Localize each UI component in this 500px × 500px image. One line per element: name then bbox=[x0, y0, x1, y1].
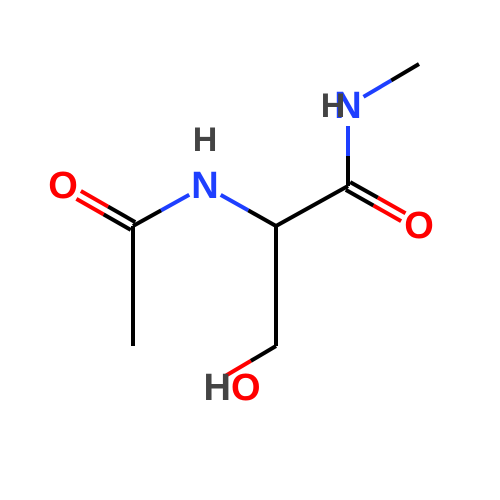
atom-label: H bbox=[321, 87, 346, 125]
atom-label: H bbox=[193, 121, 218, 159]
atom-label: HO bbox=[203, 367, 260, 409]
atom-label: N bbox=[191, 165, 218, 207]
atom-label: O bbox=[404, 205, 434, 247]
atom-label: O bbox=[48, 165, 78, 207]
molecule-diagram: ONHHOONH bbox=[0, 0, 500, 500]
